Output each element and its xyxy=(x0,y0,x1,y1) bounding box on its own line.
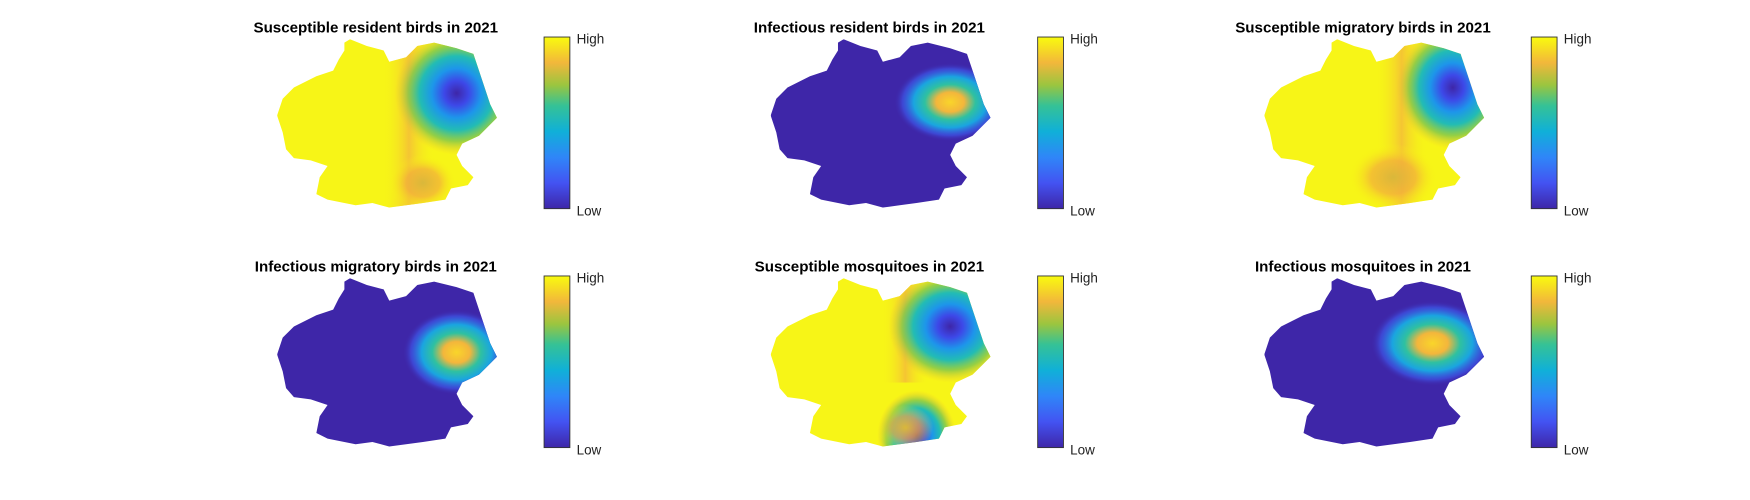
panel-title: Susceptible migratory birds in 2021 xyxy=(1235,20,1491,37)
colorbar-high: High xyxy=(577,271,605,286)
panel: Infectious mosquitoes in 2021 High Low xyxy=(1255,258,1591,457)
colorbar xyxy=(1530,275,1558,449)
colorbar xyxy=(1037,36,1064,210)
map-hotspot xyxy=(894,62,991,142)
colorbar-high: High xyxy=(1564,271,1592,286)
colorbar-low: Low xyxy=(1564,442,1589,457)
colorbar-low: Low xyxy=(1564,203,1589,218)
colorbar-low: Low xyxy=(1070,203,1095,218)
map-hotspot xyxy=(1348,143,1439,208)
panel: Infectious resident birds in 2021 High Low xyxy=(754,20,1098,219)
panel: Susceptible migratory birds in 2021 High L… xyxy=(1235,20,1591,219)
map-hotspot xyxy=(389,154,457,208)
colorbar xyxy=(1530,36,1558,210)
panel-title: Infectious resident birds in 2021 xyxy=(754,20,985,37)
panel: Infectious migratory birds in 2021 High Lo… xyxy=(255,258,605,457)
panel-title: Infectious mosquitoes in 2021 xyxy=(1255,258,1471,275)
heat-map xyxy=(770,278,991,447)
map-hotspot xyxy=(1396,39,1485,150)
heat-map xyxy=(277,39,497,208)
colorbar-low: Low xyxy=(577,203,602,218)
heat-map xyxy=(1264,39,1485,208)
map-hotspot xyxy=(1370,300,1485,386)
colorbar xyxy=(543,36,571,210)
colorbar-high: High xyxy=(1564,32,1592,47)
heat-map xyxy=(277,278,497,447)
heat-map xyxy=(770,39,991,208)
map-hotspot xyxy=(402,309,497,395)
map-hotspot xyxy=(888,278,991,383)
map-hotspot xyxy=(394,39,497,155)
panel-title: Infectious migratory birds in 2021 xyxy=(255,258,497,275)
colorbar-low: Low xyxy=(1070,442,1095,457)
panel-title: Susceptible resident birds in 2021 xyxy=(253,20,498,37)
colorbar xyxy=(543,275,571,449)
colorbar-high: High xyxy=(1070,32,1098,47)
panel: Susceptible mosquitoes in 2021 High Low xyxy=(755,258,1098,457)
panel: Susceptible resident birds in 2021 High Lo… xyxy=(253,20,604,219)
colorbar xyxy=(1037,275,1064,449)
colorbar-high: High xyxy=(1070,271,1098,286)
panel-title: Susceptible mosquitoes in 2021 xyxy=(755,258,984,275)
map-hotspot xyxy=(877,404,934,447)
heat-map xyxy=(1264,278,1485,447)
colorbar-low: Low xyxy=(577,442,602,457)
colorbar-high: High xyxy=(577,32,605,47)
